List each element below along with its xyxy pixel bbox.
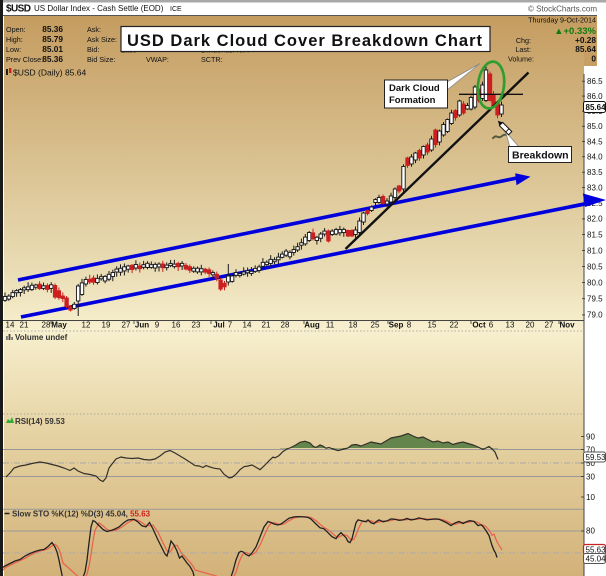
svg-text:VWAP:: VWAP:: [146, 55, 169, 64]
svg-text:0: 0: [591, 54, 596, 64]
svg-text:79.5: 79.5: [587, 295, 603, 304]
svg-text:$USD (Daily) 85.64: $USD (Daily) 85.64: [13, 68, 86, 78]
svg-text:45.04: 45.04: [586, 555, 606, 564]
svg-text:Jun: Jun: [135, 321, 149, 330]
svg-text:12: 12: [82, 321, 91, 330]
svg-text:21: 21: [20, 321, 29, 330]
svg-text:20: 20: [526, 321, 535, 330]
svg-text:ICE: ICE: [170, 6, 182, 13]
svg-text:85.36: 85.36: [42, 54, 63, 64]
svg-text:23: 23: [192, 321, 201, 330]
svg-text:RSI(14) 59.53: RSI(14) 59.53: [15, 417, 65, 426]
svg-text:86.0: 86.0: [587, 92, 603, 101]
svg-text:14: 14: [243, 321, 252, 330]
svg-text:May: May: [51, 321, 67, 330]
svg-text:82.0: 82.0: [587, 215, 603, 224]
svg-text:80.0: 80.0: [587, 278, 603, 287]
svg-text:85.36: 85.36: [42, 24, 63, 34]
svg-text:30: 30: [586, 472, 595, 481]
svg-text:Nov: Nov: [559, 321, 575, 330]
svg-text:6: 6: [489, 321, 494, 330]
svg-text:83.5: 83.5: [587, 168, 603, 177]
svg-text:86.5: 86.5: [587, 77, 603, 86]
svg-text:84.0: 84.0: [587, 153, 603, 162]
svg-text:Bid Size:: Bid Size:: [87, 55, 115, 64]
svg-text:70: 70: [586, 445, 595, 454]
svg-text:Prev Close:: Prev Close:: [6, 55, 43, 64]
svg-text:Slow STO %K(12) %D(3) 45.04, 5: Slow STO %K(12) %D(3) 45.04, 55.63: [12, 510, 151, 519]
svg-text:SCTR:: SCTR:: [201, 55, 223, 64]
svg-text:85.0: 85.0: [587, 122, 603, 131]
svg-text:Dark Cloud: Dark Cloud: [389, 83, 440, 94]
svg-text:55.63: 55.63: [586, 546, 606, 555]
svg-text:Aug: Aug: [304, 321, 320, 330]
svg-text:27: 27: [122, 321, 131, 330]
svg-text:14: 14: [6, 321, 15, 330]
svg-text:81.0: 81.0: [587, 246, 603, 255]
svg-text:11: 11: [326, 321, 335, 330]
svg-text:15: 15: [428, 321, 437, 330]
svg-text:9: 9: [155, 321, 160, 330]
svg-text:85.64: 85.64: [586, 103, 606, 112]
svg-text:59.53: 59.53: [586, 453, 606, 462]
svg-text:80.5: 80.5: [587, 262, 603, 271]
svg-text:85.01: 85.01: [42, 44, 63, 54]
svg-text:High:: High:: [6, 35, 23, 44]
svg-text:85.79: 85.79: [42, 34, 63, 44]
svg-text:8: 8: [407, 321, 412, 330]
svg-text:85.64: 85.64: [575, 44, 596, 54]
svg-text:Ask:: Ask:: [87, 25, 101, 34]
svg-text:19: 19: [102, 321, 111, 330]
svg-text:16: 16: [172, 321, 181, 330]
svg-text:Thursday 9-Oct-2014: Thursday 9-Oct-2014: [528, 16, 596, 25]
svg-text:84.5: 84.5: [587, 137, 603, 146]
svg-text:81.5: 81.5: [587, 230, 603, 239]
svg-text:Open:: Open:: [6, 25, 26, 34]
svg-text:$USD: $USD: [6, 4, 31, 15]
svg-text:90: 90: [586, 432, 595, 441]
svg-text:Last:: Last:: [515, 45, 531, 54]
svg-text:28: 28: [281, 321, 290, 330]
svg-text:83.0: 83.0: [587, 183, 603, 192]
svg-text:25: 25: [371, 321, 380, 330]
svg-text:27: 27: [545, 321, 554, 330]
svg-text:Breakdown: Breakdown: [512, 150, 569, 162]
svg-text:US Dollar Index - Cash Settle: US Dollar Index - Cash Settle (EOD): [34, 4, 164, 13]
svg-text:18: 18: [349, 321, 358, 330]
svg-text:10: 10: [586, 493, 595, 502]
svg-text:Chg:: Chg:: [516, 36, 531, 45]
svg-text:7: 7: [228, 321, 233, 330]
svg-text:Jul: Jul: [213, 321, 225, 330]
svg-text:Sep: Sep: [389, 321, 404, 330]
svg-text:USD Dark Cloud Cover Breakdown: USD Dark Cloud Cover Breakdown Chart: [127, 32, 483, 50]
svg-text:Ask Size:: Ask Size:: [87, 35, 117, 44]
svg-text:© StockCharts.com: © StockCharts.com: [528, 5, 597, 14]
svg-text:Formation: Formation: [389, 95, 436, 106]
svg-text:Volume undef: Volume undef: [15, 333, 68, 342]
svg-text:28: 28: [42, 321, 51, 330]
svg-text:21: 21: [262, 321, 271, 330]
svg-text:Low:: Low:: [6, 45, 21, 54]
svg-text:Bid:: Bid:: [87, 45, 99, 54]
svg-text:22: 22: [450, 321, 459, 330]
svg-text:▲+0.33%: ▲+0.33%: [554, 26, 596, 37]
svg-text:80: 80: [586, 527, 595, 536]
svg-text:Oct: Oct: [472, 321, 486, 330]
svg-text:50: 50: [586, 459, 595, 468]
svg-text:+0.28: +0.28: [575, 35, 596, 45]
svg-text:Volume:: Volume:: [508, 55, 534, 64]
svg-text:79.0: 79.0: [587, 311, 603, 320]
svg-text:13: 13: [506, 321, 515, 330]
